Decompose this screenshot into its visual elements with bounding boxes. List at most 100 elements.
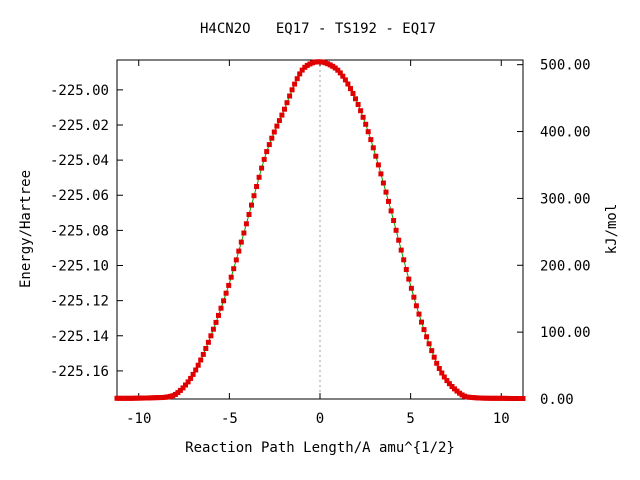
data-point	[236, 248, 242, 254]
data-point	[282, 106, 287, 112]
data-point	[424, 334, 430, 340]
left-y-tick-labels: -225.16 -225.14 -225.12 -225.10 -225.08 -225.…	[50, 83, 109, 380]
data-point	[117, 395, 122, 401]
data-point	[254, 184, 260, 189]
data-point	[238, 239, 244, 245]
data-point	[520, 396, 526, 401]
y2-tick-label: 0.00	[540, 392, 574, 408]
data-point	[495, 395, 501, 401]
data-point	[150, 395, 155, 401]
data-point	[393, 227, 399, 233]
data-point	[335, 67, 341, 73]
data-point	[454, 388, 460, 394]
data-point	[129, 395, 135, 401]
data-point	[249, 202, 254, 208]
data-point	[223, 290, 229, 296]
data-point	[320, 59, 325, 65]
data-point	[408, 285, 414, 291]
data-point	[386, 198, 391, 204]
axis-ticks	[117, 60, 523, 400]
data-point	[378, 171, 384, 177]
data-point	[482, 395, 488, 401]
right-y-tick-labels: 0.00 100.00 200.00 300.00 400.00 500.00	[540, 58, 591, 408]
data-point	[200, 351, 206, 357]
data-point	[264, 149, 270, 155]
data-point	[401, 257, 407, 263]
data-point	[162, 394, 168, 400]
data-point	[195, 362, 201, 368]
data-point	[294, 76, 300, 82]
data-point	[375, 162, 381, 168]
data-point	[507, 396, 513, 401]
y-tick-label: -225.00	[50, 83, 109, 99]
data-point	[413, 303, 419, 309]
data-point	[419, 319, 424, 325]
data-point	[363, 121, 369, 127]
data-point	[348, 86, 353, 92]
energy-series	[114, 59, 526, 401]
data-point	[216, 312, 221, 318]
data-point	[474, 395, 480, 401]
data-point	[193, 367, 199, 373]
data-point	[198, 357, 204, 363]
data-point	[340, 73, 346, 79]
y-tick-label: -225.04	[50, 153, 109, 169]
data-point	[289, 87, 295, 93]
data-point	[205, 339, 211, 345]
y2-tick-label: 400.00	[540, 125, 591, 141]
data-point	[259, 165, 265, 171]
y-tick-label: -225.16	[50, 364, 109, 380]
data-point	[467, 394, 473, 400]
data-point	[271, 129, 277, 135]
data-point	[406, 276, 412, 282]
y2-tick-label: 500.00	[540, 58, 591, 74]
data-point	[383, 189, 389, 195]
data-point	[279, 112, 285, 118]
data-point	[426, 341, 432, 347]
data-point	[312, 59, 318, 65]
data-point	[370, 145, 376, 151]
data-point	[218, 305, 224, 311]
data-point	[434, 360, 440, 366]
data-point	[142, 395, 148, 401]
y-tick-label: -225.02	[50, 118, 109, 134]
data-point	[170, 393, 176, 399]
data-point	[284, 100, 290, 106]
data-point	[304, 62, 310, 68]
y-tick-label: -225.14	[50, 329, 109, 345]
data-point	[337, 70, 343, 76]
data-point	[246, 212, 252, 217]
data-point	[345, 81, 351, 87]
data-point	[502, 395, 508, 401]
data-point	[398, 247, 404, 253]
data-point	[213, 319, 219, 325]
data-point	[137, 395, 143, 401]
chart-title: H4CN2O EQ17 - TS192 - EQ17	[200, 21, 436, 37]
x-tick-labels: -10 -5 0 5 10	[126, 411, 510, 427]
data-point	[190, 371, 196, 377]
data-point	[403, 267, 409, 272]
data-point	[444, 378, 450, 384]
data-point	[353, 96, 358, 102]
data-point	[269, 135, 275, 141]
y-tick-label: -225.06	[50, 188, 109, 204]
data-point	[231, 266, 237, 272]
data-point	[350, 91, 356, 96]
x-axis-label: Reaction Path Length/A amu^{1/2}	[185, 440, 455, 456]
data-point	[243, 221, 249, 227]
data-point	[228, 274, 234, 280]
x-tick-label: 10	[493, 411, 510, 427]
x-tick-label: 0	[316, 411, 324, 427]
y-tick-label: -225.08	[50, 223, 109, 239]
data-point	[221, 298, 227, 304]
data-point	[441, 374, 447, 380]
data-point	[261, 156, 267, 162]
y2-axis-label: kJ/mol	[604, 204, 620, 255]
data-point	[416, 311, 422, 317]
data-point	[241, 230, 247, 236]
data-point	[256, 174, 262, 180]
data-point	[355, 102, 361, 107]
data-point	[436, 366, 442, 371]
data-point	[332, 65, 338, 71]
